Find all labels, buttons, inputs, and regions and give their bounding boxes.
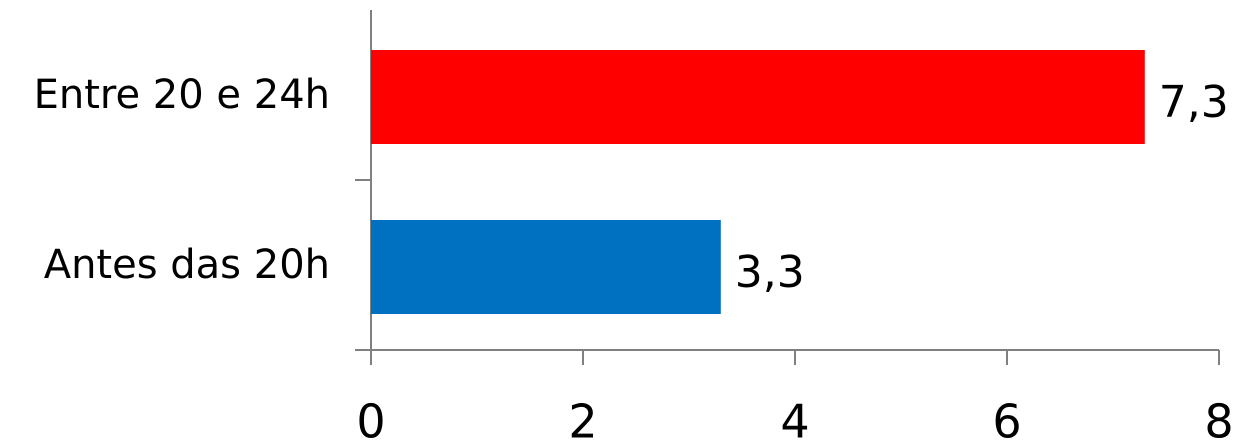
bar — [371, 220, 721, 314]
x-tick-label: 0 — [356, 395, 385, 447]
value-label: 7,3 — [1159, 77, 1229, 128]
y-tick-label: Antes das 20h — [44, 242, 330, 288]
x-tick-label: 8 — [1204, 395, 1233, 447]
x-tick-label: 2 — [568, 395, 597, 447]
y-tick-label: Entre 20 e 24h — [34, 72, 330, 118]
x-tick-label: 6 — [992, 395, 1021, 447]
value-label: 3,3 — [735, 247, 805, 298]
bar — [371, 50, 1145, 144]
x-tick-label: 4 — [780, 395, 809, 447]
